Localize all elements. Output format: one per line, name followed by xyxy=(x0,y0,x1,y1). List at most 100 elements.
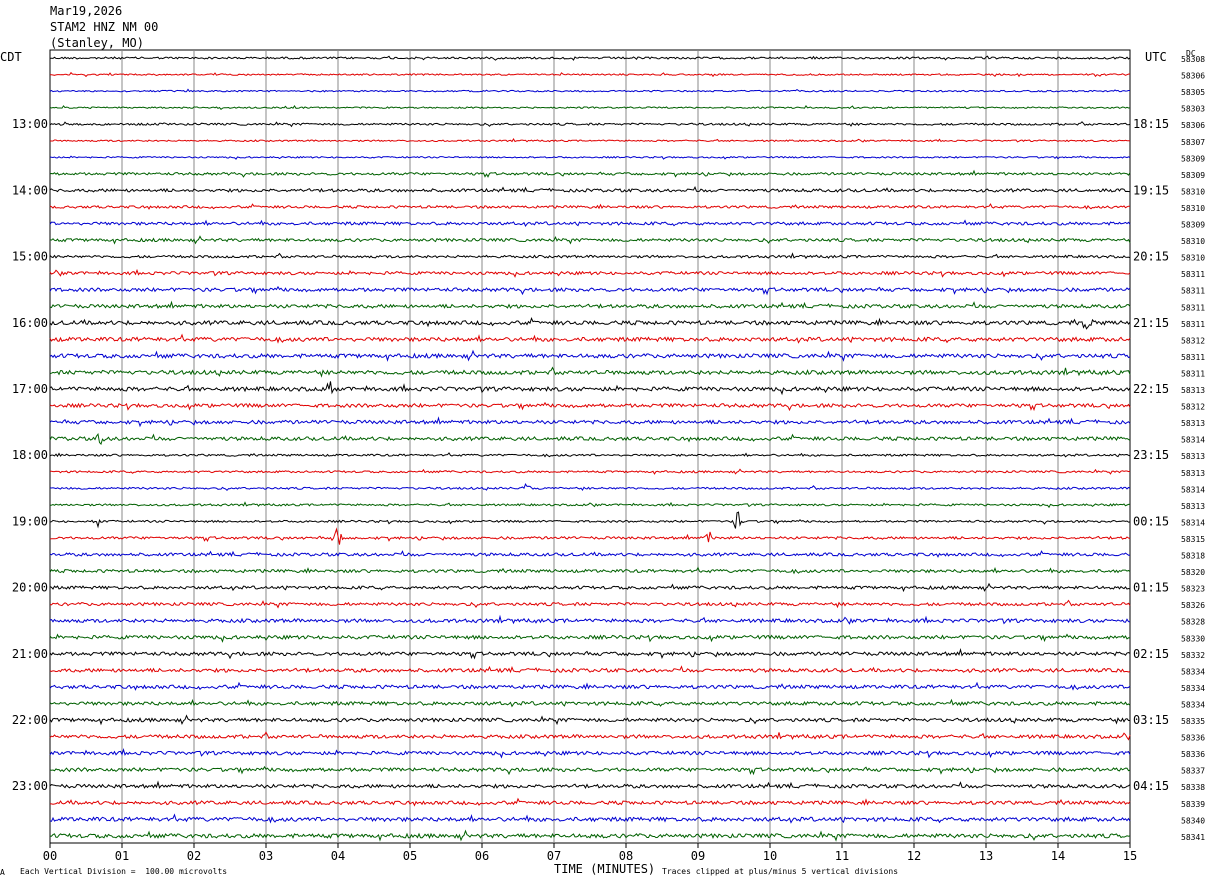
left-hour-label: 15:00 xyxy=(12,250,48,264)
header-station: STAM2 HNZ NM 00 xyxy=(50,20,159,34)
seismic-trace xyxy=(50,138,1131,143)
seismic-trace xyxy=(49,482,1131,492)
right-hour-label: 20:15 xyxy=(1133,250,1169,264)
seismic-trace xyxy=(49,633,1131,643)
dc-value: 58318 xyxy=(1181,552,1205,561)
dc-value: 58312 xyxy=(1181,403,1205,412)
dc-value: 58314 xyxy=(1181,518,1205,527)
right-hour-label: 23:15 xyxy=(1133,448,1169,462)
seismic-trace xyxy=(49,599,1131,609)
seismic-trace xyxy=(49,698,1131,708)
corner-mark: A xyxy=(0,868,5,877)
x-tick-label: 14 xyxy=(1051,849,1065,863)
seismic-trace xyxy=(49,765,1131,776)
x-tick-label: 08 xyxy=(619,849,633,863)
dc-value: 58306 xyxy=(1181,72,1205,81)
seismic-trace xyxy=(49,614,1131,625)
x-tick-label: 09 xyxy=(691,849,705,863)
seismic-trace xyxy=(49,333,1131,344)
dc-value: 58340 xyxy=(1181,816,1205,825)
seismic-trace xyxy=(49,813,1131,824)
dc-value: 58310 xyxy=(1181,254,1205,263)
dc-value: 58330 xyxy=(1181,634,1205,643)
x-tick-label: 13 xyxy=(979,849,993,863)
seismic-trace xyxy=(49,829,1131,842)
seismic-trace xyxy=(49,88,1130,93)
dc-value: 58310 xyxy=(1181,204,1205,213)
seismic-trace xyxy=(49,285,1131,296)
clip-note: Traces clipped at plus/minus 5 vertical … xyxy=(662,867,899,876)
right-timezone-label: UTC xyxy=(1145,50,1167,64)
dc-value: 58335 xyxy=(1181,717,1205,726)
seismic-trace xyxy=(50,797,1131,807)
dc-value: 58336 xyxy=(1181,750,1205,759)
x-tick-label: 05 xyxy=(403,849,417,863)
dc-value: 58309 xyxy=(1181,171,1205,180)
x-tick-label: 01 xyxy=(115,849,129,863)
left-hour-label: 16:00 xyxy=(12,316,48,330)
dc-value: 58336 xyxy=(1181,734,1205,743)
seismic-trace xyxy=(49,268,1131,278)
left-hour-label: 17:00 xyxy=(12,382,48,396)
x-tick-label: 04 xyxy=(331,849,345,863)
dc-value: 58334 xyxy=(1181,700,1205,709)
dc-value: 58305 xyxy=(1181,88,1205,97)
dc-value: 58311 xyxy=(1181,369,1205,378)
left-hour-label: 21:00 xyxy=(12,647,48,661)
dc-value: 58310 xyxy=(1181,187,1205,196)
dc-value: 58313 xyxy=(1181,419,1205,428)
x-tick-label: 10 xyxy=(763,849,777,863)
seismic-trace xyxy=(49,647,1131,660)
header-location: (Stanley, MO) xyxy=(50,36,144,50)
seismic-trace xyxy=(49,121,1131,128)
right-hour-label: 00:15 xyxy=(1133,514,1169,528)
x-tick-label: 02 xyxy=(187,849,201,863)
seismic-trace xyxy=(49,349,1131,362)
seismic-trace xyxy=(49,511,1131,529)
seismic-trace xyxy=(49,550,1131,558)
dc-value: 58313 xyxy=(1181,386,1205,395)
seismic-trace xyxy=(49,714,1130,726)
seismic-trace xyxy=(49,665,1131,674)
left-hour-label: 20:00 xyxy=(12,581,48,595)
x-tick-label: 03 xyxy=(259,849,273,863)
header-date: Mar19,2026 xyxy=(50,4,123,18)
left-hour-label: 14:00 xyxy=(12,183,48,197)
left-hour-label: 18:00 xyxy=(12,448,48,462)
seismic-trace xyxy=(50,55,1131,61)
scale-note: Each Vertical Division = 100.00 microvol… xyxy=(20,867,228,876)
x-tick-label: 11 xyxy=(835,849,849,863)
seismic-trace xyxy=(49,381,1131,396)
seismic-trace xyxy=(49,169,1131,178)
seismic-trace xyxy=(50,468,1131,475)
seismic-trace xyxy=(49,527,1131,545)
seismic-trace xyxy=(49,366,1131,378)
seismic-trace xyxy=(49,566,1131,575)
dc-value: 58332 xyxy=(1181,651,1205,660)
dc-value: 58314 xyxy=(1181,436,1205,445)
dc-value: 58328 xyxy=(1181,618,1205,627)
seismic-trace xyxy=(49,317,1131,330)
dc-value: 58306 xyxy=(1181,121,1205,130)
x-tick-label: 00 xyxy=(43,849,57,863)
dc-value: 58303 xyxy=(1181,105,1205,114)
seismic-trace xyxy=(49,681,1131,691)
dc-value: 58341 xyxy=(1181,833,1205,842)
seismic-trace xyxy=(49,235,1131,245)
seismic-trace xyxy=(49,219,1131,227)
x-tick-label: 06 xyxy=(475,849,489,863)
dc-value: 58311 xyxy=(1181,287,1205,296)
x-tick-label: 15 xyxy=(1123,849,1137,863)
dc-value: 58311 xyxy=(1181,270,1205,279)
dc-value: 58337 xyxy=(1181,767,1205,776)
seismic-trace xyxy=(49,731,1131,741)
dc-value: 58313 xyxy=(1181,452,1205,461)
right-hour-label: 02:15 xyxy=(1133,647,1169,661)
seismic-trace xyxy=(49,416,1131,428)
right-hour-label: 04:15 xyxy=(1133,779,1169,793)
dc-value: 58323 xyxy=(1181,585,1205,594)
plot-frame xyxy=(49,49,1131,844)
left-hour-label: 13:00 xyxy=(12,117,48,131)
right-hour-label: 03:15 xyxy=(1133,713,1169,727)
